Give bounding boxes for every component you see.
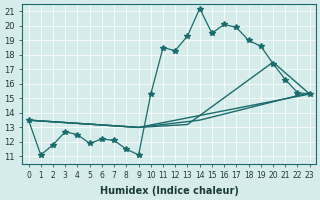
- X-axis label: Humidex (Indice chaleur): Humidex (Indice chaleur): [100, 186, 239, 196]
